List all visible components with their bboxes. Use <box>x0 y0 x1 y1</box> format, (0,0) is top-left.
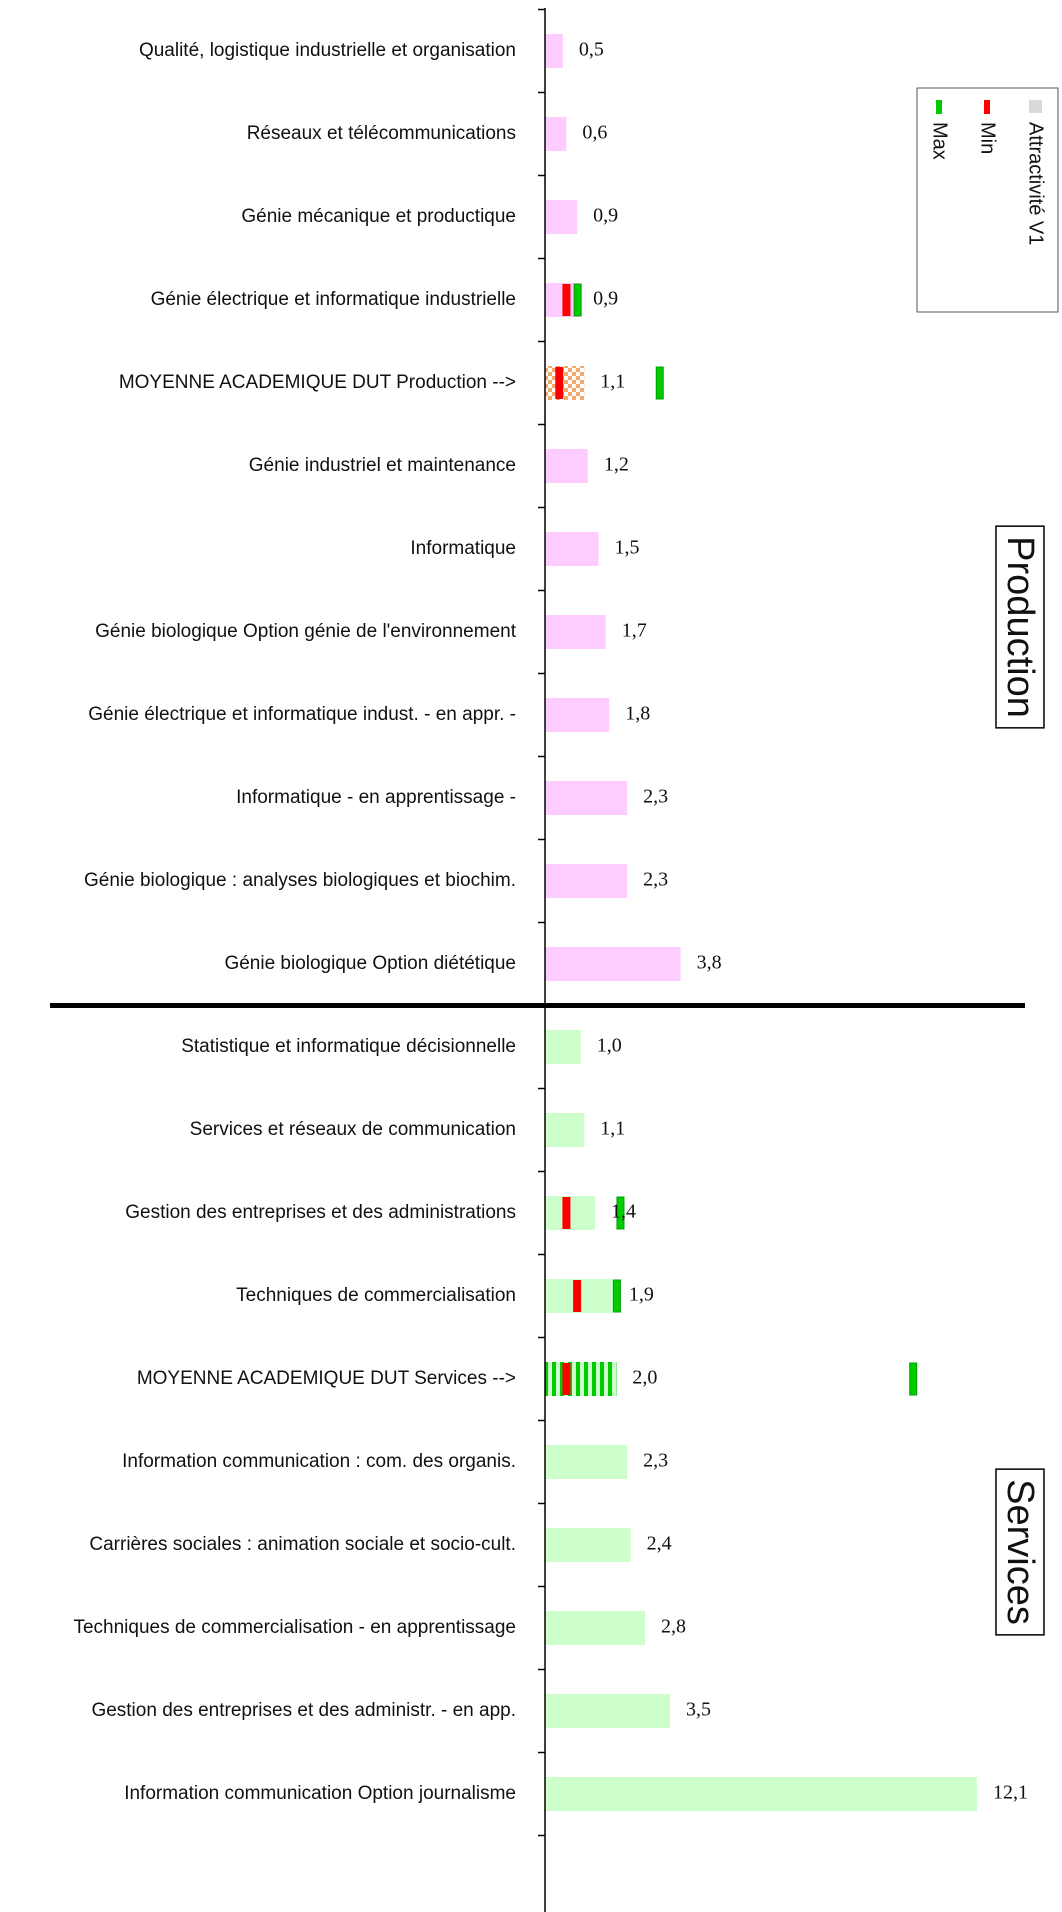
data-label: 2,0 <box>632 1367 657 1389</box>
legend-item-max: Max <box>929 100 951 160</box>
section-label-services: Services <box>995 1468 1045 1636</box>
category-label: Gestion des entreprises et des administr… <box>91 1700 516 1721</box>
max-marker <box>909 1362 918 1396</box>
axis-layer <box>50 8 1025 1912</box>
category-label: Information communication Option journal… <box>124 1783 516 1804</box>
category-label: Information communication : com. des org… <box>122 1451 516 1472</box>
section-label-production: Production <box>995 525 1045 729</box>
value-bar <box>545 947 681 981</box>
data-label: 12,1 <box>993 1782 1028 1804</box>
section-label-box <box>995 525 1045 729</box>
legend-swatch <box>936 100 942 114</box>
value-bar <box>545 34 563 68</box>
category-label: Carrières sociales : animation sociale e… <box>89 1534 516 1555</box>
value-bar <box>545 1777 977 1811</box>
category-label: Réseaux et télécommunications <box>247 123 516 144</box>
category-label: Gestion des entreprises et des administr… <box>125 1202 516 1223</box>
data-label: 2,4 <box>647 1533 672 1555</box>
max-marker <box>612 1279 621 1313</box>
data-label: 0,5 <box>579 39 604 61</box>
value-bar <box>545 200 578 234</box>
legend: Attractivité V1 Min Max <box>916 87 1059 313</box>
data-label: 2,3 <box>643 786 668 808</box>
category-label: Techniques de commercialisation <box>236 1285 516 1306</box>
value-bar <box>545 781 628 815</box>
value-bar <box>545 615 606 649</box>
average-bar <box>545 366 585 400</box>
value-bar <box>545 117 567 151</box>
max-marker <box>655 366 664 400</box>
data-label: 1,1 <box>600 1118 625 1140</box>
value-bar <box>545 283 578 317</box>
legend-swatch <box>984 100 990 114</box>
value-bar <box>545 449 588 483</box>
category-label: Informatique - en apprentissage - <box>236 787 516 808</box>
category-label: Qualité, logistique industrielle et orga… <box>139 40 516 61</box>
category-label: Techniques de commercialisation - en app… <box>73 1617 516 1638</box>
category-label: MOYENNE ACADEMIQUE DUT Production --> <box>119 372 516 393</box>
value-bar <box>545 1611 645 1645</box>
data-label: 1,4 <box>611 1201 636 1223</box>
value-bar <box>545 864 628 898</box>
min-marker <box>555 367 564 399</box>
section-label-text: Production <box>999 536 1041 718</box>
legend-item-attractivite: Attractivité V1 <box>1025 100 1047 245</box>
section-label-text: Services <box>999 1479 1041 1625</box>
value-bar <box>545 532 599 566</box>
category-label: Génie mécanique et productique <box>241 206 516 227</box>
data-label: 1,1 <box>600 371 625 393</box>
category-label: Génie électrique et informatique industr… <box>151 289 516 310</box>
data-label: 2,8 <box>661 1616 686 1638</box>
data-label: 2,3 <box>643 869 668 891</box>
min-marker <box>562 284 571 316</box>
bars-layer <box>545 34 977 1811</box>
data-label: 1,8 <box>625 703 650 725</box>
data-label: 0,6 <box>582 122 607 144</box>
category-label: Services et réseaux de communication <box>190 1119 516 1140</box>
value-bar <box>545 1113 585 1147</box>
data-label: 1,7 <box>622 620 647 642</box>
data-label: 1,2 <box>604 454 629 476</box>
legend-label: Max <box>929 122 951 160</box>
value-bar <box>545 1528 631 1562</box>
legend-item-min: Min <box>977 100 999 154</box>
legend-label: Min <box>977 122 999 154</box>
category-label: Génie biologique Option diététique <box>224 953 516 974</box>
category-label: Génie industriel et maintenance <box>249 455 516 476</box>
data-label: 3,8 <box>697 952 722 974</box>
section-label-box <box>995 1468 1045 1636</box>
data-label: 1,5 <box>615 537 640 559</box>
min-marker <box>573 1280 582 1312</box>
max-marker <box>573 283 582 317</box>
category-label: Informatique <box>410 538 516 559</box>
data-label: 2,3 <box>643 1450 668 1472</box>
min-marker <box>562 1197 571 1229</box>
max-marker <box>616 1196 625 1230</box>
data-label: 3,5 <box>686 1699 711 1721</box>
value-bar <box>545 698 610 732</box>
data-label: 0,9 <box>593 205 618 227</box>
category-label: Statistique et informatique décisionnell… <box>181 1036 516 1057</box>
value-bar <box>545 1445 628 1479</box>
value-bar <box>545 1030 581 1064</box>
legend-label: Attractivité V1 <box>1025 122 1047 245</box>
labels-layer: Qualité, logistique industrielle et orga… <box>73 39 1028 1804</box>
category-label: Génie biologique : analyses biologiques … <box>84 870 516 891</box>
data-label: 1,9 <box>629 1284 654 1306</box>
value-bar <box>545 1694 670 1728</box>
data-label: 0,9 <box>593 288 618 310</box>
category-label: Génie biologique Option génie de l'envir… <box>95 621 517 642</box>
legend-swatch <box>1029 100 1042 113</box>
category-label: MOYENNE ACADEMIQUE DUT Services --> <box>137 1368 516 1389</box>
legend-box <box>916 87 1059 313</box>
section-labels: Production Services <box>995 525 1045 1636</box>
category-label: Génie électrique et informatique indust.… <box>88 704 516 725</box>
average-bar <box>545 1362 617 1396</box>
data-label: 1,0 <box>597 1035 622 1057</box>
min-marker <box>562 1363 571 1395</box>
